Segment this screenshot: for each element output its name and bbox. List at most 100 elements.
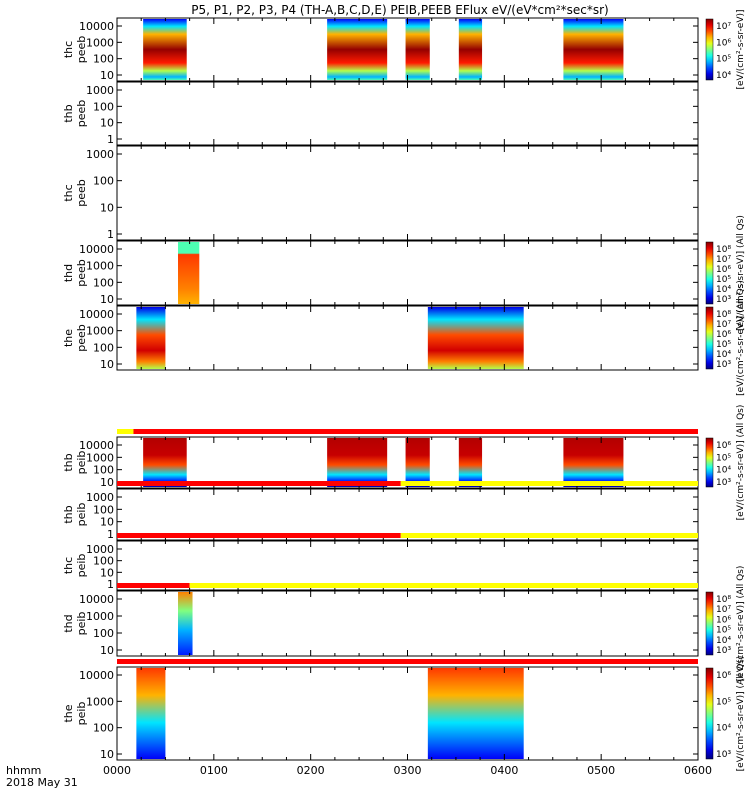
y-tick-label: 10: [100, 201, 114, 214]
probe-label: thc: [62, 557, 75, 574]
y-tick-label: 1000: [86, 491, 114, 504]
colorbar-tick-label: 10⁶: [716, 441, 731, 451]
instrument-label: peib: [75, 702, 88, 726]
colorbar-tick-label: 10⁷: [716, 320, 731, 330]
mode-bar-segment: [133, 429, 698, 434]
colorbar: 10⁶ 10⁵ 10⁴ 10³ [eV/(cm²-s-sr-eV)] (All Qs): [705, 656, 746, 772]
y-tick-label: 100: [93, 53, 114, 66]
colorbar-tick-label: 10⁴: [716, 350, 731, 360]
spectrogram-block: [143, 438, 187, 487]
panel-9: 10000 1000 100 10 the peib: [62, 666, 699, 761]
colorbar-tick-label: 10³: [716, 750, 731, 760]
colorbar-scale: [705, 18, 714, 81]
panel-frame: [116, 666, 699, 761]
panel-frame: [116, 590, 699, 657]
y-tick-label: 100: [93, 175, 114, 188]
spectrogram-block: [327, 438, 388, 487]
chart-title: P5, P1, P2, P3, P4 (TH-A,B,C,D,E) PEIB,P…: [191, 3, 608, 17]
instrument-label: peib: [75, 554, 88, 578]
instrument-label: peib: [75, 612, 88, 636]
y-tick-label: 1000: [86, 543, 114, 556]
spectrogram-block: [178, 592, 193, 655]
instrument-label: peeb: [75, 36, 88, 64]
colorbar-tick-label: 10³: [716, 646, 731, 656]
y-tick-label: 10: [100, 476, 114, 489]
colorbar-tick-label: 10⁶: [716, 38, 731, 48]
panel-frame: [116, 81, 699, 146]
colorbar-scale: [705, 437, 714, 488]
colorbar-tick-label: 10⁵: [716, 55, 731, 65]
colorbar-tick-label: 10⁴: [716, 285, 731, 295]
x-tick-label: 0100: [200, 764, 228, 777]
probe-label: thb: [62, 104, 75, 122]
colorbar-tick-label: 10⁸: [716, 310, 731, 320]
y-tick-label: 100: [93, 464, 114, 477]
mode-bar-segment: [189, 583, 698, 588]
spectrogram-block: [458, 19, 483, 80]
spectrogram-block: [143, 19, 187, 80]
probe-label: the: [62, 329, 75, 347]
colorbar-tick-label: 10⁴: [716, 724, 731, 734]
panel-frame: [116, 305, 699, 371]
colorbar-tick-label: 10⁴: [716, 466, 731, 476]
spectrogram-block: [458, 438, 483, 487]
y-tick-label: 10000: [79, 20, 114, 33]
y-tick-label: 10000: [79, 669, 114, 682]
mode-bar-segment: [117, 583, 190, 588]
panel-3: 10000 1000 100 10 thd peeb: [62, 240, 699, 306]
colorbar: 10⁷ 10⁶ 10⁵ 10⁴ [eV/(cm²-s-sr-eV)]: [705, 9, 746, 90]
spectrogram-block: [563, 438, 624, 487]
colorbar-tick-label: 10⁴: [716, 71, 731, 81]
probe-label: the: [62, 704, 75, 722]
y-tick-label: 10000: [79, 593, 114, 606]
colorbar-tick-label: 10⁷: [716, 22, 731, 32]
y-tick-label: 10000: [79, 439, 114, 452]
mode-bar-segment: [400, 481, 698, 486]
y-tick-label: 1000: [86, 260, 114, 273]
y-tick-label: 1: [107, 133, 114, 146]
colorbar-label: [eV/(cm²-s-sr-eV)] (All Qs): [736, 656, 746, 772]
probe-label: thb: [62, 505, 75, 523]
y-tick-label: 10: [100, 566, 114, 579]
y-tick-label: 100: [93, 503, 114, 516]
colorbar-label: [eV/(cm²-s-sr-eV)] (All Qs): [736, 280, 746, 396]
colorbar-tick-label: 10⁶: [716, 265, 731, 275]
y-tick-label: 1000: [86, 148, 114, 161]
mode-bar-segment: [117, 481, 401, 486]
probe-label: thc: [62, 41, 75, 58]
x-axis-date: 2018 May 31: [6, 776, 78, 789]
colorbar: 10⁶ 10⁵ 10⁴ 10³ [eV/(cm²-s-sr-eV)] (All Qs): [705, 405, 746, 520]
x-tick-label: 0600: [684, 764, 712, 777]
colorbar-tick-label: 10⁵: [716, 453, 731, 463]
colorbar-tick-label: 10⁷: [716, 255, 731, 265]
mode-bar-segment: [117, 533, 401, 538]
y-tick-label: 100: [93, 341, 114, 354]
y-tick-label: 10: [100, 748, 114, 761]
y-tick-label: 10: [100, 69, 114, 82]
colorbar-label: [eV/(cm²-s-sr-eV)] (All Qs): [736, 215, 746, 331]
spectrogram-block: [427, 668, 524, 759]
y-tick-label: 100: [93, 627, 114, 640]
panel-frame: [116, 488, 699, 541]
mode-bar-segment: [117, 429, 134, 434]
spectrogram-block: [136, 668, 166, 759]
panel-frame: [116, 540, 699, 591]
y-tick-label: 1000: [86, 695, 114, 708]
y-tick-label: 1: [107, 528, 114, 541]
colorbar-tick-label: 10⁶: [716, 330, 731, 340]
x-axis: 0000 0100 0200 0300 0400 0500 0600: [103, 764, 712, 777]
y-tick-label: 10000: [79, 243, 114, 256]
probe-label: thd: [62, 614, 75, 632]
y-tick-label: 1000: [86, 610, 114, 623]
probe-label: thc: [62, 184, 75, 201]
y-tick-label: 100: [93, 100, 114, 113]
instrument-label: peib: [75, 503, 88, 527]
